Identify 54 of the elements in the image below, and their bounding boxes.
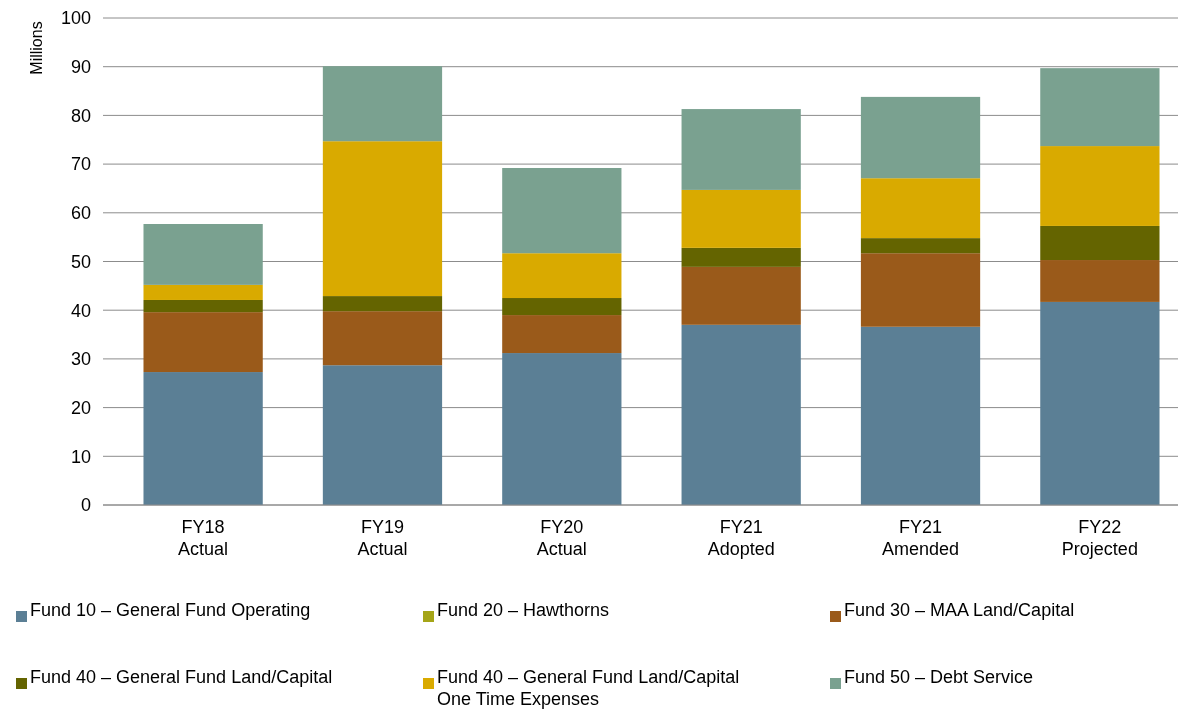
x-tick-label: FY21 Adopted	[707, 517, 775, 559]
y-tick-label: 60	[70, 203, 91, 224]
y-tick-label: 40	[70, 300, 91, 321]
bar	[860, 238, 981, 254]
bar	[502, 298, 622, 316]
bar	[860, 178, 981, 239]
bar	[681, 324, 801, 505]
y-tick-label: 70	[70, 154, 91, 175]
bar	[860, 326, 981, 505]
bar	[1040, 68, 1160, 147]
y-tick-label: 30	[70, 349, 91, 370]
bar	[681, 247, 801, 267]
bar	[1040, 146, 1160, 226]
y-tick-label: 90	[70, 57, 91, 77]
y-tick-label: 10	[70, 446, 91, 467]
x-tick-label: FY20 Actual	[536, 517, 587, 559]
y-axis-title: Millions	[27, 21, 45, 75]
legend-label: Fund 10 – General Fund Operating	[30, 600, 311, 620]
bar	[502, 353, 622, 505]
bar	[681, 189, 801, 248]
bar	[143, 284, 263, 300]
x-tick-label: FY19 Actual	[357, 517, 408, 559]
bar	[143, 312, 263, 373]
bar	[502, 253, 622, 299]
bar	[502, 315, 622, 354]
bar	[681, 109, 801, 190]
legend-label: Fund 40 – General Fund Land/Capital	[30, 667, 333, 687]
bar	[322, 141, 443, 297]
bar	[143, 299, 263, 313]
legend-label: Fund 50 – Debt Service	[844, 667, 1034, 687]
bar	[860, 253, 981, 327]
bar	[322, 296, 443, 312]
bar	[502, 168, 622, 254]
y-tick-label: 100	[60, 8, 91, 29]
bar	[322, 365, 443, 505]
x-tick-label: FY18 Actual	[178, 517, 229, 559]
bar	[1040, 260, 1160, 302]
y-tick-label: 50	[70, 251, 91, 272]
legend-label: Fund 20 – Hawthorns	[437, 600, 610, 620]
legend-label: Fund 40 – General Fund Land/Capital One Time Expenses	[437, 667, 740, 709]
bar	[143, 224, 263, 285]
y-tick-label: 80	[70, 105, 91, 126]
bar	[1040, 301, 1160, 505]
y-tick-label: 20	[70, 397, 91, 418]
bar	[860, 96, 981, 179]
bar	[681, 266, 801, 325]
y-tick-label: 0	[80, 495, 91, 516]
x-tick-label: FY22 Projected	[1061, 517, 1138, 559]
legend-label: Fund 30 – MAA Land/Capital	[844, 600, 1075, 620]
bar	[1040, 225, 1160, 261]
bar	[143, 372, 263, 505]
bar	[322, 311, 443, 366]
bar	[322, 66, 443, 142]
x-tick-label: FY21 Amended	[881, 517, 960, 559]
